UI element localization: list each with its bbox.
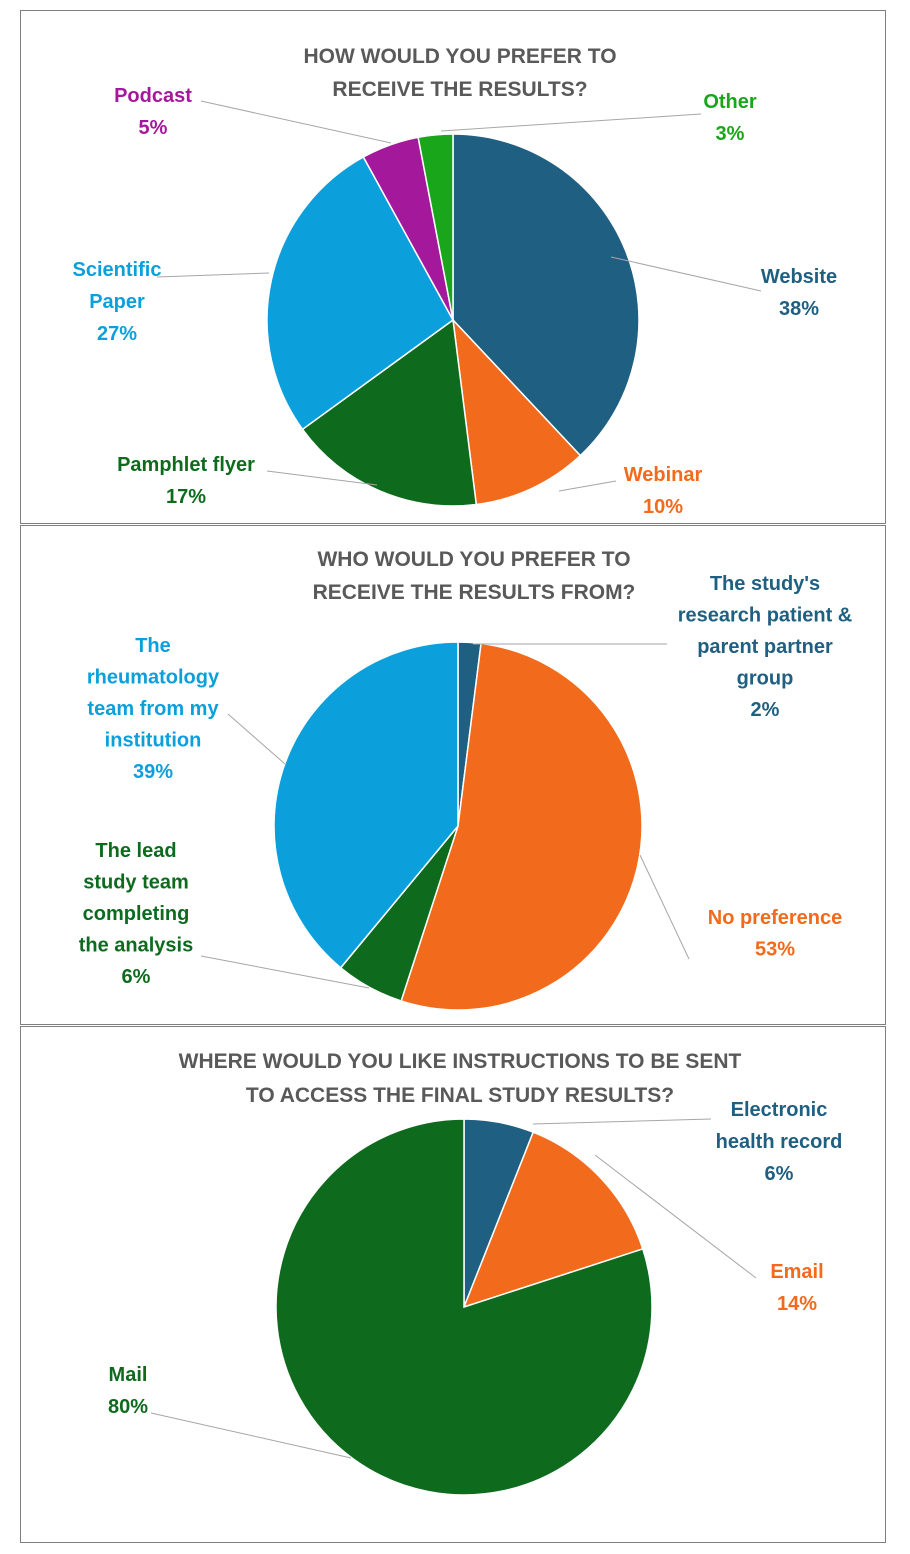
data-label-pct-pamphlet-flyer: 17% (166, 486, 206, 508)
leader-line-email (594, 1154, 757, 1279)
data-label-the-lead-study-team-completing-the-analysis: completing (83, 903, 190, 925)
leader-line-mail (150, 1412, 352, 1459)
chart-panel-instructions-destination: WHERE WOULD YOU LIKE INSTRUCTIONS TO BE … (20, 1026, 886, 1543)
data-label-electronic-health-record: Electronic (731, 1099, 828, 1121)
data-label-podcast: Podcast (114, 85, 192, 107)
pie-slice-webinar (451, 317, 582, 506)
data-label-mail: Mail (109, 1364, 148, 1386)
chart-title-line-1: WHO WOULD YOU PREFER TO (317, 548, 630, 571)
data-label-pct-webinar: 10% (643, 496, 683, 518)
data-label-the-study-s-research-patient-parent-partner-group: group (737, 668, 794, 690)
chart-title-line-2: TO ACCESS THE FINAL STUDY RESULTS? (246, 1084, 674, 1107)
data-label-electronic-health-record: health record (716, 1131, 843, 1153)
chart-panel-receive-format: HOW WOULD YOU PREFER TO RECEIVE THE RESUL… (20, 10, 886, 524)
data-label-the-rheumatology-team-from-my-institution: rheumatology (87, 667, 220, 689)
data-label-pct-no-preference: 53% (755, 939, 795, 961)
pie-slice-pamphlet-flyer (301, 318, 478, 507)
data-label-the-rheumatology-team-from-my-institution: The (135, 635, 171, 657)
data-label-pct-electronic-health-record: 6% (765, 1163, 794, 1185)
pie-chart-receive-source: WHO WOULD YOU PREFER TO RECEIVE THE RESUL… (79, 548, 853, 1011)
chart-title-line-1: HOW WOULD YOU PREFER TO (303, 45, 616, 68)
leader-line-other (440, 113, 702, 132)
chart-title-line-2: RECEIVE THE RESULTS? (332, 78, 587, 101)
data-label-pct-mail: 80% (108, 1396, 148, 1418)
leader-line-the-rheumatology-team-from-my-institution (227, 713, 286, 765)
data-label-other: Other (703, 91, 757, 113)
data-label-the-lead-study-team-completing-the-analysis: the analysis (79, 935, 194, 957)
leader-line-electronic-health-record (532, 1118, 712, 1125)
data-label-pamphlet-flyer: Pamphlet flyer (117, 454, 255, 476)
pie-chart-instructions-destination: WHERE WOULD YOU LIKE INSTRUCTIONS TO BE … (108, 1050, 843, 1496)
data-label-the-lead-study-team-completing-the-analysis: The lead (95, 840, 176, 862)
data-label-the-study-s-research-patient-parent-partner-group: parent partner (697, 636, 833, 658)
leader-line-no-preference (639, 854, 690, 960)
leader-line-the-lead-study-team-completing-the-analysis (200, 955, 370, 989)
data-label-pct-podcast: 5% (139, 117, 168, 139)
data-label-email: Email (770, 1261, 823, 1283)
data-label-scientific-paper: Paper (89, 291, 145, 313)
data-label-website: Website (761, 266, 837, 288)
data-label-pct-the-rheumatology-team-from-my-institution: 39% (133, 761, 173, 783)
data-label-pct-scientific-paper: 27% (97, 323, 137, 345)
pie-slice-no-preference (400, 642, 643, 1011)
chart-panel-receive-source: WHO WOULD YOU PREFER TO RECEIVE THE RESUL… (20, 525, 886, 1025)
chart-title-line-2: RECEIVE THE RESULTS FROM? (313, 581, 636, 604)
data-label-the-study-s-research-patient-parent-partner-group: The study's (710, 573, 820, 595)
data-label-webinar: Webinar (624, 464, 703, 486)
data-label-the-rheumatology-team-from-my-institution: institution (105, 730, 202, 752)
pie-slice-website (452, 133, 640, 457)
pie-slice-scientific-paper (266, 155, 454, 431)
data-label-the-lead-study-team-completing-the-analysis: study team (83, 872, 189, 894)
leader-line-scientific-paper (156, 272, 270, 278)
pie-slice-other (417, 133, 454, 321)
data-label-pct-website: 38% (779, 298, 819, 320)
leader-line-website (610, 256, 762, 292)
pie-slice-mail (275, 1118, 653, 1496)
data-label-pct-the-lead-study-team-completing-the-analysis: 6% (122, 966, 151, 988)
leader-line-pamphlet-flyer (266, 470, 378, 486)
data-label-pct-the-study-s-research-patient-parent-partner-group: 2% (751, 699, 780, 721)
data-label-no-preference: No preference (708, 907, 843, 929)
leader-line-podcast (200, 100, 392, 144)
pie-chart-receive-format: HOW WOULD YOU PREFER TO RECEIVE THE RESUL… (73, 45, 838, 518)
data-label-the-rheumatology-team-from-my-institution: team from my (87, 698, 219, 720)
data-label-the-study-s-research-patient-parent-partner-group: research patient & (678, 605, 853, 627)
leader-line-webinar (558, 480, 617, 492)
data-label-pct-email: 14% (777, 1293, 817, 1315)
data-label-pct-other: 3% (716, 123, 745, 145)
data-label-scientific-paper: Scientific (73, 259, 162, 281)
chart-title-line-1: WHERE WOULD YOU LIKE INSTRUCTIONS TO BE … (179, 1050, 742, 1073)
